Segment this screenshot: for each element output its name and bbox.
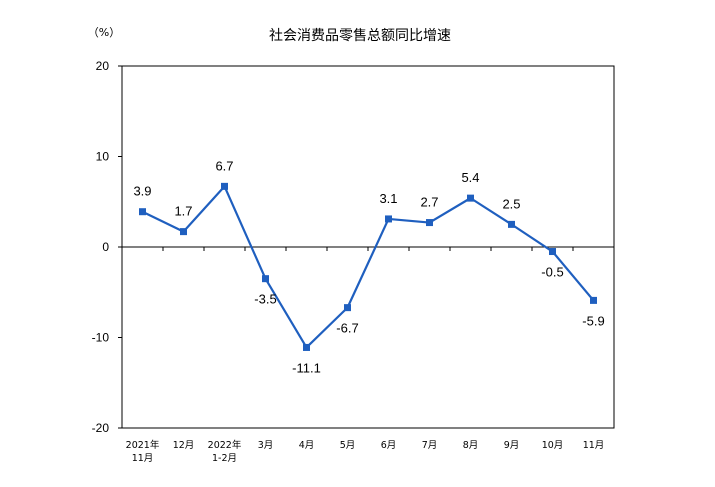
x-tick-label: 10月 — [542, 440, 564, 451]
data-label: -5.9 — [582, 313, 604, 328]
data-point — [180, 228, 187, 236]
data-label: -11.1 — [292, 360, 321, 375]
y-tick-label: 0 — [102, 240, 109, 254]
x-tick-label: 5月 — [340, 440, 356, 451]
data-point — [508, 220, 515, 228]
x-tick-label: 2022年 1-2月 — [208, 439, 242, 464]
data-label: -0.5 — [541, 265, 563, 280]
data-point — [221, 182, 228, 190]
data-point — [426, 219, 433, 227]
y-tick-label: -20 — [92, 421, 110, 435]
data-point — [262, 275, 269, 283]
data-label: 1.7 — [174, 204, 192, 219]
series-line — [142, 185, 595, 349]
x-tick-label: 3月 — [258, 440, 274, 451]
x-tick-label: 4月 — [299, 440, 315, 451]
data-label: 2.5 — [502, 196, 520, 211]
y-tick-label: 20 — [96, 59, 110, 73]
y-tick-label: 10 — [96, 150, 110, 164]
y-tick-label: -10 — [92, 331, 110, 345]
data-point — [467, 194, 474, 202]
data-label: 2.7 — [420, 195, 438, 210]
data-label: 3.1 — [379, 191, 397, 206]
data-point — [344, 304, 351, 312]
data-label: 3.9 — [133, 184, 151, 199]
data-label: -6.7 — [336, 321, 358, 336]
data-point — [139, 208, 146, 216]
x-tick-label: 12月 — [173, 440, 195, 451]
data-point — [303, 343, 310, 351]
data-label: 6.7 — [215, 158, 233, 173]
chart-title: 社会消费品零售总额同比增速 — [269, 28, 451, 44]
data-point — [385, 215, 392, 223]
x-tick-label: 9月 — [504, 440, 520, 451]
data-point — [590, 296, 597, 304]
x-tick-label: 2021年 11月 — [126, 439, 160, 464]
data-label: 5.4 — [461, 170, 479, 185]
x-tick-label: 11月 — [583, 440, 605, 451]
x-tick-label: 7月 — [422, 440, 438, 451]
data-label: -3.5 — [254, 292, 276, 307]
x-tick-label: 6月 — [381, 440, 397, 451]
data-point — [549, 248, 556, 256]
y-axis-unit: （%） — [88, 26, 120, 39]
plot-area: 20 10 0 -10 -20 2021年 11月 12月 2022年 1-2月 3月 4月 5月 6月 7… — [92, 59, 615, 464]
x-tick-label: 8月 — [463, 440, 479, 451]
